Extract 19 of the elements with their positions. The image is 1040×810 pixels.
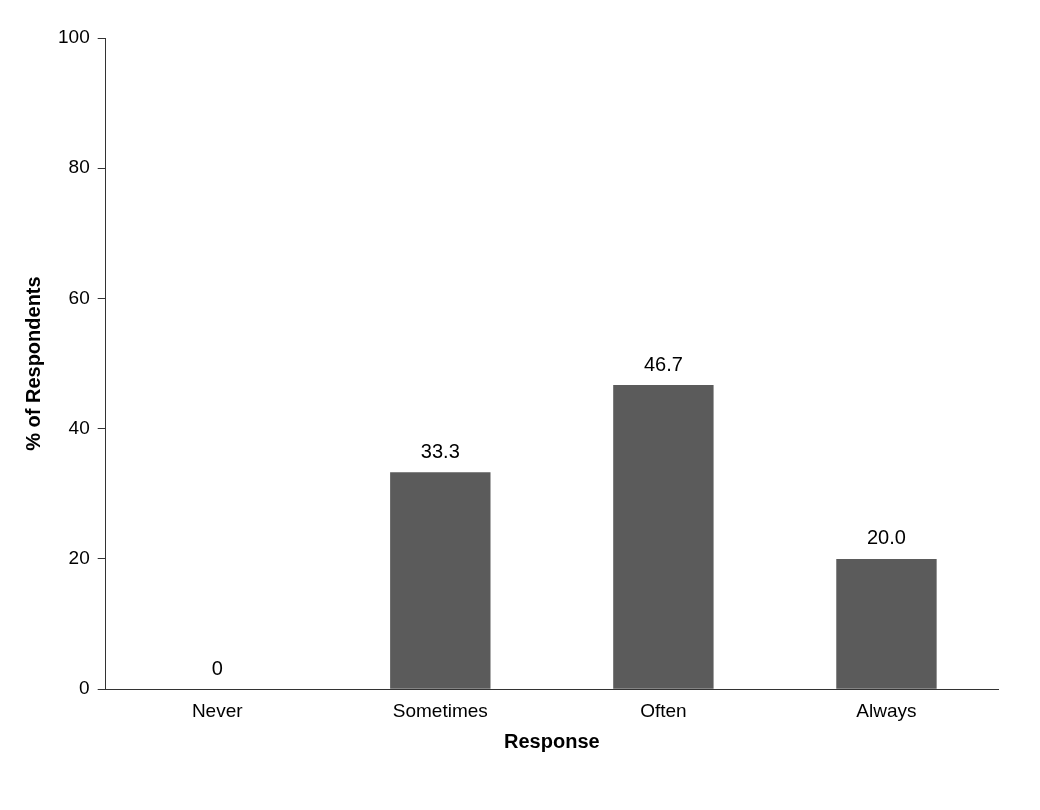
y-tick-label: 40 [68, 416, 90, 438]
bar [613, 385, 714, 689]
y-axis-title: % of Respondents [21, 276, 44, 451]
y-tick-label: 0 [79, 677, 90, 699]
data-label: 46.7 [643, 352, 683, 375]
x-tick-label: Always [856, 699, 917, 721]
bar [836, 558, 937, 689]
y-tick-label: 100 [58, 26, 90, 48]
bar [390, 472, 491, 689]
x-tick-label: Never [191, 699, 244, 721]
data-label: 0 [211, 656, 223, 679]
data-label: 20.0 [866, 526, 906, 549]
y-tick-label: 80 [68, 156, 90, 178]
x-axis-title: Response [504, 729, 600, 752]
x-tick-label: Often [640, 699, 687, 721]
data-label: 33.3 [420, 439, 460, 462]
y-tick-label: 60 [68, 286, 90, 308]
x-tick-label: Sometimes [392, 699, 488, 721]
y-tick-label: 20 [68, 547, 90, 569]
